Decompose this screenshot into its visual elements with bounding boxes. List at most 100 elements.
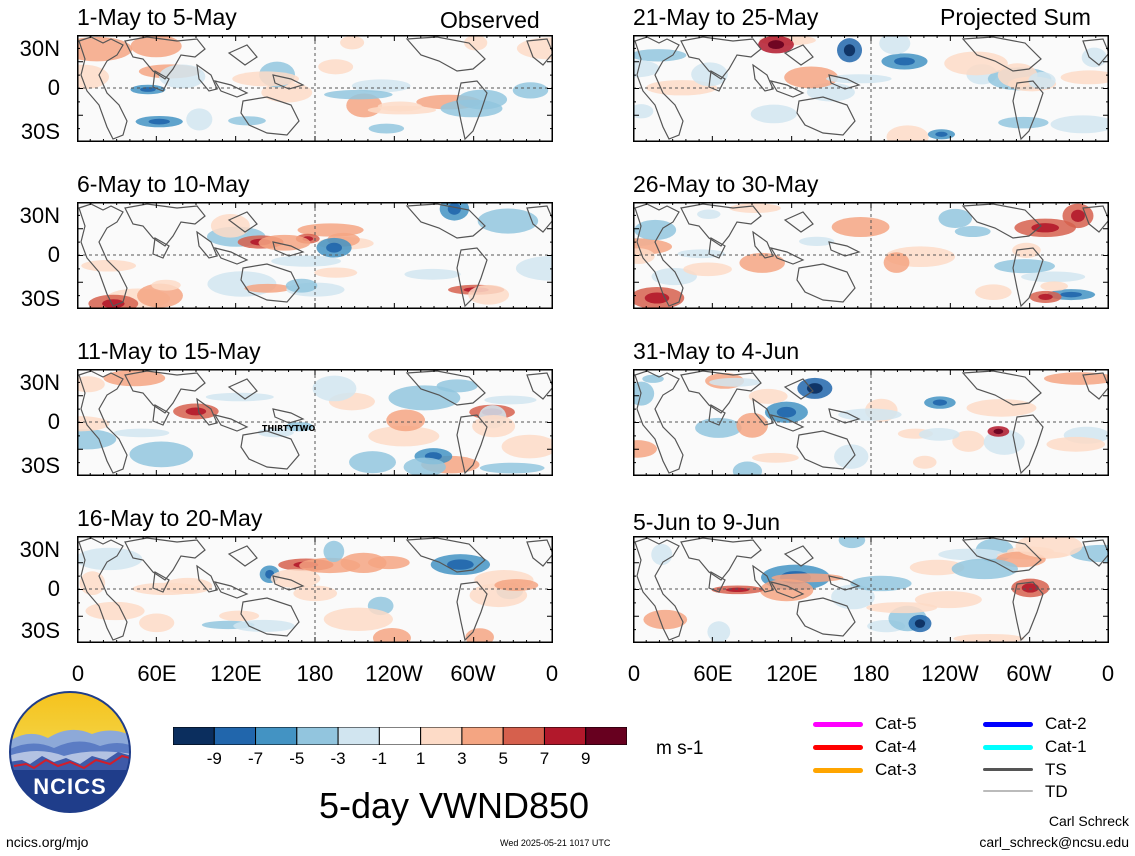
- map-svg: [633, 202, 1109, 309]
- legend-label-cat-5: Cat-5: [875, 714, 917, 733]
- anomaly-blob: [81, 259, 137, 272]
- observed-label: Observed: [440, 7, 540, 33]
- author-email[interactable]: carl_schreck@ncsu.edu: [979, 834, 1129, 850]
- colorbar-swatch: [502, 726, 545, 746]
- legend-line-td: [983, 790, 1033, 792]
- y-tick-label: 0: [47, 75, 60, 100]
- anomaly-blob: [651, 543, 673, 566]
- anomaly-blob: [944, 51, 1008, 76]
- anomaly-blob: [838, 536, 866, 549]
- coastline: [152, 571, 170, 593]
- anomaly-blob: [695, 417, 742, 438]
- anomaly-blob: [736, 412, 768, 438]
- coastline: [124, 537, 206, 581]
- x-tick-label: 60W: [1006, 661, 1052, 686]
- anomaly-blob: [257, 427, 294, 438]
- colorbar-tick-label: -9: [206, 749, 222, 768]
- anomaly-core: [185, 407, 207, 416]
- anomaly-blob: [258, 234, 311, 251]
- anomaly-blob: [831, 584, 875, 610]
- colorbar-swatch: [378, 726, 422, 746]
- coastline: [227, 44, 258, 66]
- coastline: [769, 80, 805, 98]
- anomaly-core: [1071, 209, 1085, 222]
- anomaly-blob: [113, 428, 170, 438]
- anomaly-blob: [966, 399, 1037, 417]
- anomaly-core: [326, 242, 342, 253]
- storm-track-label: THIRTYTWO: [262, 424, 316, 433]
- anomaly-blob: [691, 62, 728, 87]
- coastline: [961, 203, 1042, 239]
- anomaly-blob: [739, 252, 785, 273]
- anomaly-blob: [707, 621, 731, 643]
- anomaly-blob: [468, 284, 510, 305]
- coastline: [1082, 38, 1109, 66]
- y-tick-label: 30S: [20, 286, 60, 311]
- anomaly-core: [1038, 293, 1053, 300]
- anomaly-blob: [750, 104, 797, 124]
- coastline: [828, 408, 861, 424]
- coastline: [456, 247, 488, 308]
- anomaly-blob: [938, 548, 1005, 561]
- map-svg: [77, 202, 553, 309]
- y-tick-label: 0: [47, 242, 60, 267]
- anomaly-blob: [464, 35, 488, 51]
- coastline: [708, 404, 726, 426]
- panel-title: 5-Jun to 9-Jun: [633, 509, 781, 535]
- anomaly-blob: [516, 37, 553, 60]
- coastline: [1012, 581, 1044, 642]
- anomaly-blob: [831, 216, 890, 237]
- anomaly-blob: [285, 422, 314, 432]
- coastline: [526, 372, 553, 400]
- coastline: [272, 575, 305, 591]
- coastline: [769, 414, 805, 432]
- anomaly-blob: [633, 440, 658, 458]
- anomaly-core: [447, 202, 461, 215]
- anomaly-core: [806, 383, 823, 394]
- colorbar-swatch: [255, 726, 298, 746]
- website-link[interactable]: ncics.org/mjo: [6, 834, 89, 850]
- y-tick-label: 0: [47, 576, 60, 601]
- anomaly-blob: [103, 370, 166, 387]
- anomaly-blob: [388, 385, 461, 411]
- anomaly-blob: [883, 252, 910, 273]
- coastline: [78, 370, 128, 474]
- anomaly-blob: [1081, 47, 1107, 68]
- coastline: [405, 537, 486, 573]
- anomaly-blob: [697, 209, 721, 219]
- coastline: [213, 247, 249, 265]
- coastline: [78, 203, 128, 307]
- x-tick-label: 120E: [766, 661, 818, 686]
- anomaly-blob: [377, 101, 423, 112]
- coastline: [1082, 372, 1109, 400]
- anomaly-blob: [643, 609, 688, 630]
- anomaly-blob: [633, 248, 655, 264]
- coastline: [272, 408, 305, 424]
- panel-title: 21-May to 25-May: [633, 4, 819, 30]
- anomaly-blob: [1050, 115, 1109, 134]
- anomaly-core: [767, 40, 785, 50]
- map-panel-5-jun-9-jun: [633, 536, 1109, 643]
- coastline: [213, 581, 249, 599]
- ncics-logo[interactable]: NCICS: [8, 690, 132, 814]
- anomaly-blob: [77, 429, 117, 450]
- legend-label-cat-3: Cat-3: [875, 760, 917, 779]
- anomaly-blob: [918, 428, 960, 441]
- colorbar-tick-label: 9: [580, 749, 591, 768]
- coastline: [680, 36, 762, 80]
- coastline: [783, 211, 814, 233]
- colorbar-swatch: [543, 726, 587, 746]
- anomaly-blob: [479, 462, 545, 474]
- anomaly-blob: [293, 585, 338, 602]
- legend-label-ts: TS: [1045, 760, 1067, 779]
- anomaly-core: [1021, 583, 1039, 593]
- anomaly-core: [148, 118, 170, 125]
- anomaly-blob: [351, 79, 411, 93]
- anomaly-blob: [759, 579, 814, 602]
- coastline: [634, 370, 684, 474]
- coastline: [634, 537, 684, 641]
- coastline: [708, 571, 726, 593]
- coastline: [708, 237, 726, 259]
- map-svg: [633, 536, 1109, 643]
- anomaly-blob: [312, 375, 357, 402]
